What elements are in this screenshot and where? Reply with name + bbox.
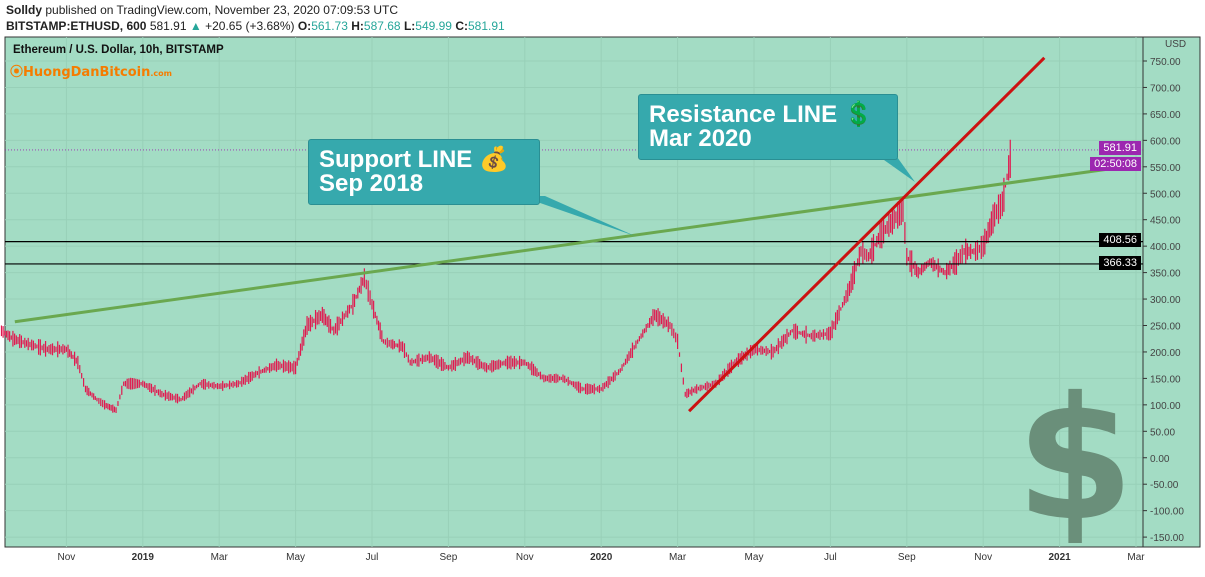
bitcoin-icon: ⦿	[10, 65, 24, 80]
y-tick-label: 500.00	[1150, 189, 1181, 200]
y-tick-label: 350.00	[1150, 269, 1181, 280]
x-tick-label: Jul	[366, 552, 379, 563]
y-tick-label: 650.00	[1150, 110, 1181, 121]
y-tick-label: -50.00	[1150, 480, 1179, 491]
x-tick-label: Nov	[974, 552, 992, 563]
y-tick-label: 750.00	[1150, 57, 1181, 68]
y-tick-label: 550.00	[1150, 163, 1181, 174]
logo: ⦿HuongDanBitcoin.com	[10, 65, 173, 80]
support-line	[14, 166, 1118, 324]
svg-text:$: $	[1016, 361, 1134, 559]
y-tick-label: 100.00	[1150, 401, 1181, 412]
x-tick-label: Nov	[516, 552, 534, 563]
support-callout-pointer	[520, 196, 635, 236]
y-tick-label: 300.00	[1150, 295, 1181, 306]
y-tick-label: 0.00	[1150, 454, 1170, 465]
y-tick-label: 200.00	[1150, 348, 1181, 359]
y-tick-label: 50.00	[1150, 427, 1175, 438]
x-tick-label: Sep	[898, 552, 916, 563]
x-tick-label: Mar	[211, 552, 229, 563]
x-tick-label: 2019	[132, 552, 155, 563]
y-tick-label: 250.00	[1150, 322, 1181, 333]
y-tick-label: 700.00	[1150, 83, 1181, 94]
x-tick-label: 2021	[1048, 552, 1071, 563]
x-tick-label: 2020	[590, 552, 613, 563]
chart-title: Ethereum / U.S. Dollar, 10h, BITSTAMP	[13, 44, 224, 56]
chart-frame	[4, 36, 1201, 548]
last-price-tag: 581.91	[1099, 141, 1141, 155]
up-arrow-icon: ▲	[189, 19, 202, 33]
y-tick-label: 150.00	[1150, 374, 1181, 385]
y-tick-label: -150.00	[1150, 533, 1184, 544]
hline-tag-1: 408.56	[1099, 233, 1141, 247]
x-tick-label: Sep	[440, 552, 458, 563]
x-tick-label: Nov	[58, 552, 76, 563]
x-tick-label: Mar	[1127, 552, 1145, 563]
y-tick-label: 600.00	[1150, 136, 1181, 147]
support-callout: Support LINE 💰 Sep 2018	[308, 139, 540, 205]
symbol-info: BITSTAMP:ETHUSD, 600 581.91 ▲ +20.65 (+3…	[6, 19, 505, 33]
publish-info: Solldy published on TradingView.com, Nov…	[6, 3, 399, 17]
dollar-watermark-icon: $	[1016, 361, 1134, 559]
y-tick-label: -100.00	[1150, 507, 1184, 518]
y-tick-label: 400.00	[1150, 242, 1181, 253]
x-tick-label: Jul	[824, 552, 837, 563]
countdown-tag: 02:50:08	[1090, 157, 1141, 171]
currency-label: USD	[1165, 39, 1186, 50]
resistance-line	[688, 56, 1046, 413]
x-tick-label: May	[286, 552, 305, 563]
resistance-callout: Resistance LINE 💲 Mar 2020	[638, 94, 898, 160]
x-tick-label: Mar	[669, 552, 687, 563]
hline-tag-2: 366.33	[1099, 256, 1141, 270]
x-tick-label: May	[745, 552, 764, 563]
y-tick-label: 450.00	[1150, 216, 1181, 227]
